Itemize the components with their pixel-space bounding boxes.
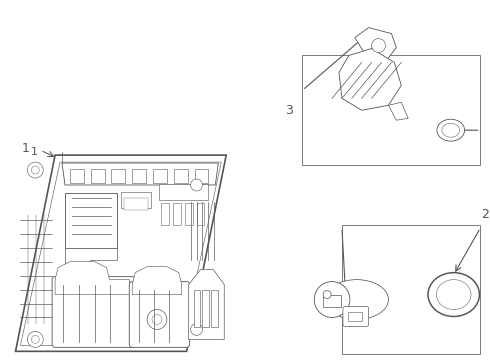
Bar	[124, 198, 148, 210]
Bar	[185, 203, 193, 225]
FancyBboxPatch shape	[343, 306, 368, 327]
Circle shape	[371, 39, 386, 53]
Bar	[323, 294, 341, 306]
Circle shape	[147, 310, 167, 329]
Polygon shape	[389, 102, 408, 120]
Circle shape	[323, 291, 331, 298]
Text: 3: 3	[285, 104, 293, 117]
Polygon shape	[70, 169, 84, 183]
Polygon shape	[112, 169, 125, 183]
Polygon shape	[91, 169, 104, 183]
Polygon shape	[62, 163, 219, 185]
Polygon shape	[65, 248, 118, 280]
Bar	[211, 289, 219, 328]
Ellipse shape	[437, 119, 465, 141]
Polygon shape	[132, 169, 146, 183]
Bar	[122, 192, 151, 208]
Polygon shape	[339, 49, 401, 110]
Text: 1: 1	[30, 147, 37, 157]
Polygon shape	[65, 193, 118, 248]
Polygon shape	[189, 270, 224, 339]
Circle shape	[27, 162, 43, 178]
Bar	[161, 203, 169, 225]
Polygon shape	[132, 267, 182, 294]
Bar	[348, 312, 362, 321]
Circle shape	[27, 332, 43, 347]
Bar	[173, 203, 181, 225]
Text: 1: 1	[22, 141, 29, 155]
Ellipse shape	[428, 273, 479, 316]
Polygon shape	[195, 169, 208, 183]
Polygon shape	[55, 262, 129, 294]
Circle shape	[152, 315, 162, 324]
Bar	[302, 55, 480, 165]
Polygon shape	[355, 28, 396, 60]
Polygon shape	[343, 53, 396, 106]
Polygon shape	[174, 169, 188, 183]
Ellipse shape	[334, 285, 380, 314]
Bar	[342, 225, 480, 354]
Bar	[202, 289, 209, 328]
FancyBboxPatch shape	[52, 276, 135, 347]
Bar	[194, 289, 200, 328]
Bar	[159, 184, 208, 200]
Circle shape	[31, 336, 39, 343]
Polygon shape	[16, 155, 226, 351]
Polygon shape	[153, 169, 167, 183]
Bar	[196, 203, 204, 225]
FancyBboxPatch shape	[129, 282, 190, 347]
Ellipse shape	[328, 282, 386, 318]
Polygon shape	[347, 58, 391, 101]
Ellipse shape	[331, 284, 383, 315]
Circle shape	[314, 282, 350, 318]
Ellipse shape	[437, 280, 471, 310]
Circle shape	[191, 179, 202, 191]
Text: 2: 2	[482, 208, 490, 221]
Circle shape	[191, 323, 202, 336]
Ellipse shape	[325, 280, 389, 319]
Ellipse shape	[442, 123, 460, 137]
Circle shape	[31, 166, 39, 174]
